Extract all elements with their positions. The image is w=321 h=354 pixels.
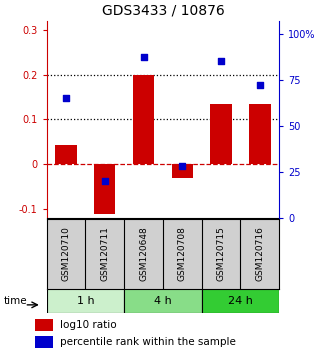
Text: time: time bbox=[3, 296, 27, 306]
Bar bbox=[35, 336, 53, 348]
Point bbox=[219, 58, 224, 64]
Title: GDS3433 / 10876: GDS3433 / 10876 bbox=[101, 3, 224, 17]
Point bbox=[63, 95, 68, 101]
Point bbox=[141, 54, 146, 59]
Bar bbox=[133, 75, 154, 164]
Point bbox=[180, 163, 185, 169]
Text: 1 h: 1 h bbox=[76, 296, 94, 306]
Text: GSM120715: GSM120715 bbox=[217, 227, 226, 281]
Text: 4 h: 4 h bbox=[154, 296, 172, 306]
Bar bbox=[202, 289, 279, 313]
Point bbox=[257, 82, 263, 88]
Bar bbox=[249, 104, 271, 164]
Text: GSM120710: GSM120710 bbox=[61, 227, 70, 281]
Point bbox=[102, 178, 107, 184]
Bar bbox=[35, 319, 53, 331]
Text: GSM120716: GSM120716 bbox=[256, 227, 265, 281]
Text: GSM120711: GSM120711 bbox=[100, 227, 109, 281]
Bar bbox=[47, 289, 124, 313]
Bar bbox=[124, 289, 202, 313]
Text: GSM120648: GSM120648 bbox=[139, 227, 148, 281]
Text: 24 h: 24 h bbox=[228, 296, 253, 306]
Bar bbox=[211, 104, 232, 164]
Text: percentile rank within the sample: percentile rank within the sample bbox=[60, 337, 236, 347]
Text: log10 ratio: log10 ratio bbox=[60, 320, 117, 330]
Bar bbox=[172, 164, 193, 177]
Bar bbox=[55, 145, 77, 164]
Bar bbox=[94, 164, 115, 214]
Text: GSM120708: GSM120708 bbox=[178, 227, 187, 281]
